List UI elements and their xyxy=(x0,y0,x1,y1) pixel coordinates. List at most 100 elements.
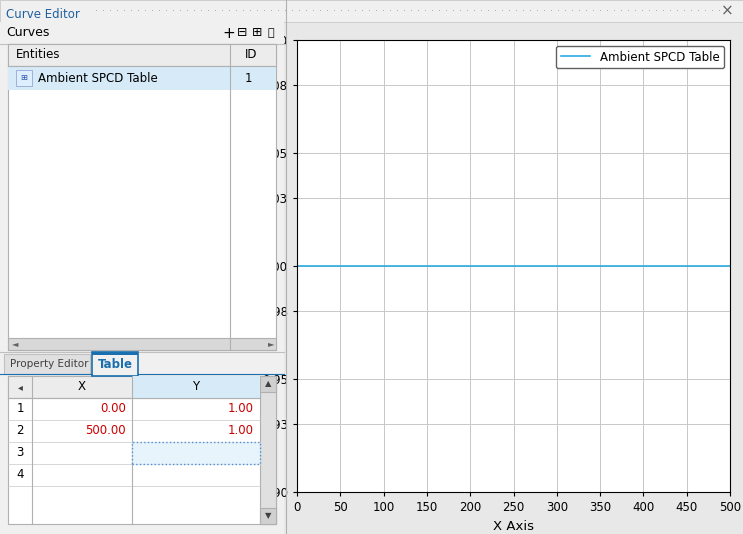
Text: 1.00: 1.00 xyxy=(228,403,254,415)
Text: ·: · xyxy=(368,6,371,16)
Text: ·: · xyxy=(242,6,245,16)
Text: ·: · xyxy=(354,6,357,16)
Text: ·: · xyxy=(669,6,672,16)
Text: 2: 2 xyxy=(16,425,24,437)
Text: ·: · xyxy=(172,6,175,16)
Text: ·: · xyxy=(382,6,385,16)
Text: ·: · xyxy=(410,6,413,16)
Text: Entities: Entities xyxy=(16,49,60,61)
Text: 🔍: 🔍 xyxy=(267,28,273,38)
Text: ·: · xyxy=(221,6,224,16)
Text: ·: · xyxy=(438,6,441,16)
Text: 500.00: 500.00 xyxy=(85,425,126,437)
Text: Curve Editor: Curve Editor xyxy=(6,9,80,21)
Text: ·: · xyxy=(683,6,686,16)
Text: ·: · xyxy=(473,6,476,16)
Text: ·: · xyxy=(200,6,203,16)
Text: ◂: ◂ xyxy=(18,382,22,392)
Text: ·: · xyxy=(298,6,301,16)
Text: ·: · xyxy=(347,6,350,16)
Text: ·: · xyxy=(235,6,238,16)
Text: ·: · xyxy=(417,6,420,16)
Text: Ambient SPCD Table: Ambient SPCD Table xyxy=(38,72,158,84)
Text: ·: · xyxy=(718,6,721,16)
Text: ·: · xyxy=(375,6,378,16)
Text: ·: · xyxy=(543,6,546,16)
Text: ID: ID xyxy=(245,49,258,61)
Text: Curves: Curves xyxy=(6,27,49,40)
Text: ⊞: ⊞ xyxy=(21,74,27,82)
Text: 3: 3 xyxy=(16,446,24,459)
Text: 1: 1 xyxy=(16,403,24,415)
Text: ·: · xyxy=(137,6,140,16)
Text: ·: · xyxy=(116,6,119,16)
Text: Y: Y xyxy=(192,381,200,394)
Text: ▼: ▼ xyxy=(265,512,271,521)
Text: +: + xyxy=(222,26,235,41)
Text: ·: · xyxy=(487,6,490,16)
Text: ·: · xyxy=(578,6,581,16)
Text: ·: · xyxy=(606,6,609,16)
Text: ·: · xyxy=(522,6,525,16)
Text: ·: · xyxy=(256,6,259,16)
Text: ·: · xyxy=(158,6,161,16)
Text: ·: · xyxy=(662,6,665,16)
Text: ·: · xyxy=(585,6,588,16)
Text: ·: · xyxy=(466,6,469,16)
Text: ·: · xyxy=(102,6,105,16)
Text: ·: · xyxy=(193,6,196,16)
Text: ·: · xyxy=(676,6,679,16)
Text: ·: · xyxy=(690,6,693,16)
Text: ·: · xyxy=(305,6,308,16)
Text: ·: · xyxy=(627,6,630,16)
Text: ·: · xyxy=(704,6,707,16)
Text: ·: · xyxy=(151,6,154,16)
Text: ·: · xyxy=(452,6,455,16)
Text: ·: · xyxy=(312,6,315,16)
Text: ·: · xyxy=(389,6,392,16)
Text: 0.00: 0.00 xyxy=(100,403,126,415)
Text: ▲: ▲ xyxy=(265,380,271,389)
Text: ·: · xyxy=(445,6,448,16)
Text: ·: · xyxy=(186,6,189,16)
Text: ·: · xyxy=(641,6,644,16)
Text: ·: · xyxy=(361,6,364,16)
Text: ·: · xyxy=(620,6,623,16)
Text: ⊟: ⊟ xyxy=(237,27,247,40)
Text: ·: · xyxy=(592,6,595,16)
Text: X: X xyxy=(78,381,86,394)
Text: ·: · xyxy=(144,6,147,16)
Text: ·: · xyxy=(403,6,406,16)
Text: ·: · xyxy=(557,6,560,16)
X-axis label: X Axis: X Axis xyxy=(493,520,534,532)
Text: ·: · xyxy=(501,6,504,16)
Legend: Ambient SPCD Table: Ambient SPCD Table xyxy=(556,46,724,68)
Text: ·: · xyxy=(333,6,336,16)
Text: ·: · xyxy=(431,6,434,16)
Text: ·: · xyxy=(515,6,518,16)
Text: ·: · xyxy=(634,6,637,16)
Text: ·: · xyxy=(424,6,427,16)
Text: ·: · xyxy=(291,6,294,16)
Text: ·: · xyxy=(494,6,497,16)
Text: ·: · xyxy=(270,6,273,16)
Text: ·: · xyxy=(340,6,343,16)
Text: ·: · xyxy=(277,6,280,16)
Text: ►: ► xyxy=(268,340,274,349)
Y-axis label: Y Axis: Y Axis xyxy=(243,246,256,286)
Text: ·: · xyxy=(109,6,112,16)
Text: ·: · xyxy=(711,6,714,16)
Text: ×: × xyxy=(721,4,733,19)
Text: ·: · xyxy=(214,6,217,16)
Text: ·: · xyxy=(284,6,287,16)
Text: ·: · xyxy=(130,6,133,16)
Text: ·: · xyxy=(165,6,168,16)
Text: ◄: ◄ xyxy=(12,340,19,349)
Text: ·: · xyxy=(459,6,462,16)
Text: ·: · xyxy=(480,6,483,16)
Text: ·: · xyxy=(508,6,511,16)
Text: ·: · xyxy=(95,6,98,16)
Text: ·: · xyxy=(228,6,231,16)
Text: 4: 4 xyxy=(16,468,24,482)
Text: 1: 1 xyxy=(245,72,253,84)
